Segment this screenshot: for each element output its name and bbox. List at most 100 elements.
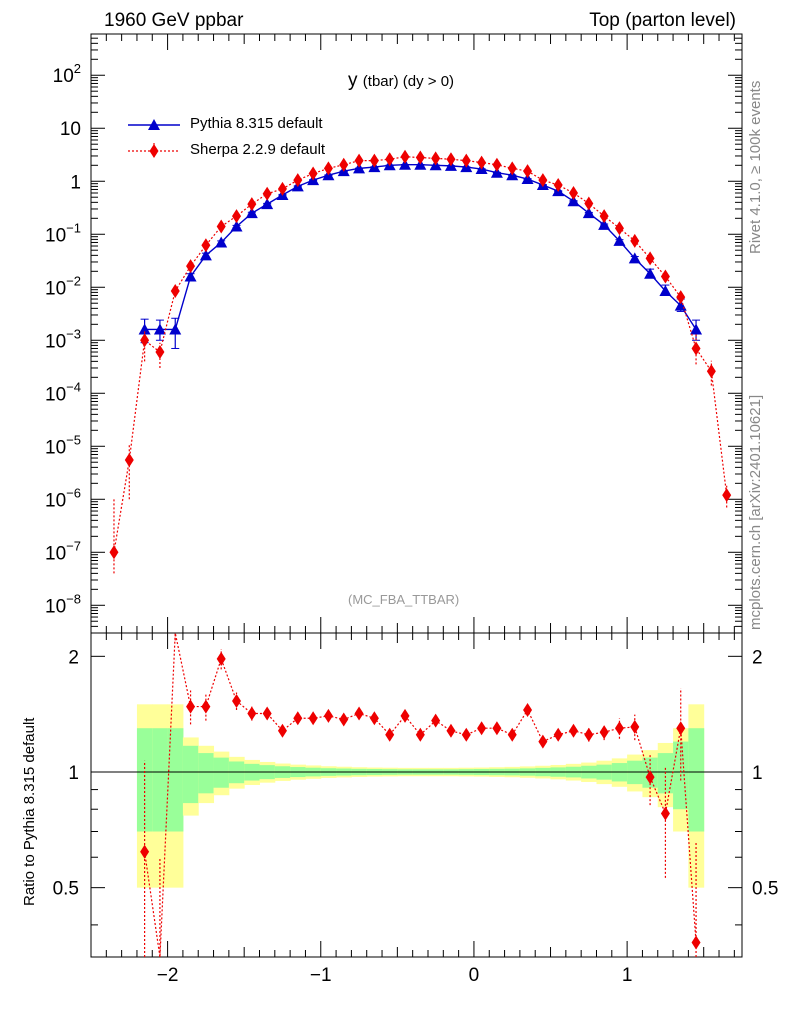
sherpa-point xyxy=(109,545,119,560)
main-y-tick-label: 10 xyxy=(60,119,81,140)
sherpa-point xyxy=(507,161,517,176)
sherpa-line xyxy=(113,156,728,553)
ratio-y-tick-label-left: 2 xyxy=(68,647,79,668)
main-plot-series xyxy=(109,149,732,574)
ratio-point xyxy=(277,723,287,738)
ratio-point xyxy=(645,770,655,785)
main-y-tick-exponent: −2 xyxy=(66,273,81,288)
ratio-point xyxy=(431,713,441,728)
ratio-point xyxy=(415,727,425,742)
sherpa-point xyxy=(247,197,257,212)
x-tick-label: 0 xyxy=(469,965,480,986)
sherpa-point xyxy=(446,152,456,167)
ratio-point xyxy=(369,711,379,726)
sherpa-point xyxy=(415,150,425,165)
main-y-tick-exponent: −1 xyxy=(66,220,81,235)
ratio-point xyxy=(247,706,257,721)
legend-sherpa-marker xyxy=(149,144,159,158)
main-y-tick-label: 102 xyxy=(53,61,81,87)
pythia-point xyxy=(245,207,258,219)
main-y-tick-label: 10−4 xyxy=(45,379,81,405)
sherpa-point xyxy=(400,149,410,164)
main-y-tick-exponent: −4 xyxy=(66,379,81,394)
main-y-tick-label: 10−5 xyxy=(45,432,81,458)
sherpa-point xyxy=(308,166,318,181)
band-inner-bin xyxy=(688,728,705,832)
ratio-point xyxy=(308,711,318,726)
sherpa-point xyxy=(538,173,548,188)
ratio-point xyxy=(584,727,594,742)
ratio-point xyxy=(614,721,624,736)
ratio-point xyxy=(507,727,517,742)
main-y-tick-label: 10−2 xyxy=(45,273,81,299)
rivet-version-label: Rivet 4.1.0, ≥ 100k events xyxy=(747,80,764,254)
sherpa-point xyxy=(614,221,624,236)
sherpa-point xyxy=(155,345,165,360)
x-tick-label: 1 xyxy=(622,965,633,986)
pythia-point xyxy=(613,234,626,246)
sherpa-point xyxy=(477,155,487,170)
main-y-tick-exponent: −5 xyxy=(66,432,81,447)
plot-title-sub: (tbar) (dy > 0) xyxy=(362,73,455,90)
sherpa-point xyxy=(277,181,287,196)
ratio-point xyxy=(569,723,579,738)
main-y-tick-label: 10−7 xyxy=(45,538,81,564)
ratio-point xyxy=(385,727,395,742)
main-y-tick-label: 1 xyxy=(70,172,81,193)
process-label: Top (parton level) xyxy=(589,10,736,31)
x-tick-label: −2 xyxy=(157,965,179,986)
sherpa-point xyxy=(140,333,150,348)
pythia-point xyxy=(169,323,182,335)
sherpa-point xyxy=(232,209,242,224)
band-inner-bin xyxy=(213,757,230,788)
sherpa-point xyxy=(691,341,701,356)
ratio-point xyxy=(492,721,502,736)
main-panel-border xyxy=(90,33,743,634)
ratio-y-tick-label-left: 1 xyxy=(68,763,79,784)
main-y-tick-exponent: −8 xyxy=(66,591,81,606)
sherpa-point xyxy=(170,284,180,299)
ratio-point xyxy=(293,711,303,726)
ratio-point xyxy=(553,727,563,742)
sherpa-point xyxy=(706,364,716,379)
sherpa-point xyxy=(186,259,196,274)
ratio-point xyxy=(354,706,364,721)
sherpa-point xyxy=(216,219,226,234)
sherpa-point xyxy=(630,233,640,248)
sherpa-point xyxy=(201,238,211,253)
main-y-tick-label: 10−6 xyxy=(45,485,81,511)
ratio-point xyxy=(630,719,640,734)
pythia-point xyxy=(261,198,274,210)
pythia-point xyxy=(184,270,197,282)
band-inner-bin xyxy=(152,728,169,832)
pythia-point xyxy=(567,195,580,207)
pythia-line xyxy=(144,164,697,331)
band-inner-bin xyxy=(198,753,215,794)
ratio-axis-label: Ratio to Pythia 8.315 default xyxy=(21,717,38,906)
sherpa-point xyxy=(722,488,732,503)
ratio-point xyxy=(660,806,670,821)
sherpa-point xyxy=(645,251,655,266)
pythia-point xyxy=(215,236,228,248)
pythia-point xyxy=(628,252,641,264)
ratio-y-tick-label-right: 1 xyxy=(752,763,763,784)
sherpa-point xyxy=(293,173,303,188)
main-y-tick-label: 10−1 xyxy=(45,220,81,246)
ratio-panel-border xyxy=(90,632,743,958)
sherpa-point xyxy=(584,196,594,211)
sherpa-point xyxy=(676,290,686,305)
pythia-point xyxy=(153,323,166,335)
pythia-point xyxy=(644,267,657,279)
sherpa-point xyxy=(385,152,395,167)
pythia-point xyxy=(690,323,703,335)
pythia-point xyxy=(490,166,503,178)
pythia-point xyxy=(399,158,412,170)
pythia-point xyxy=(353,162,366,174)
ratio-point xyxy=(599,725,609,740)
pythia-point xyxy=(199,249,212,261)
sherpa-point xyxy=(323,161,333,176)
main-y-tick-exponent: −3 xyxy=(66,326,81,341)
ratio-point xyxy=(216,651,226,666)
ratio-point xyxy=(477,721,487,736)
sherpa-point xyxy=(660,269,670,284)
